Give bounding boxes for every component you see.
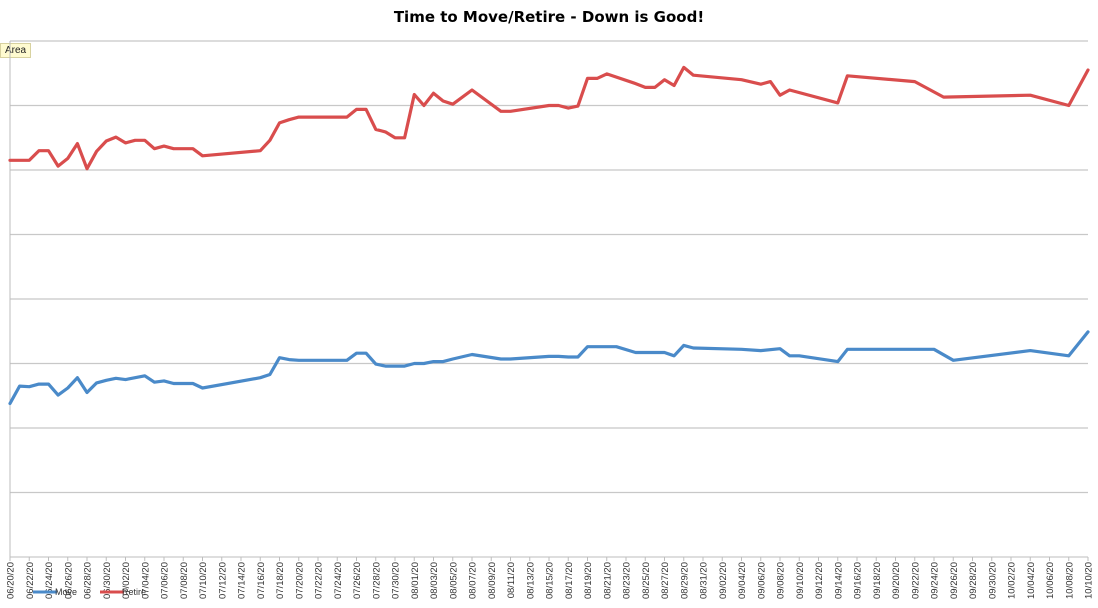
x-tick-label: 07/04/20 — [140, 562, 151, 599]
x-tick-label: 06/30/20 — [102, 562, 113, 599]
series-line-retire — [8, 65, 1090, 171]
x-tick-label: 06/24/20 — [44, 562, 55, 599]
x-tick-label: 08/27/20 — [660, 562, 671, 599]
x-tick-label: 07/22/20 — [314, 562, 325, 599]
x-tick-label: 06/20/20 — [6, 562, 17, 599]
x-tick-label: 10/06/20 — [1045, 562, 1056, 599]
x-tick-label: 08/31/20 — [699, 562, 710, 599]
x-tick-label: 07/30/20 — [391, 562, 402, 599]
x-tick-label: 07/26/20 — [352, 562, 363, 599]
x-tick-label: 09/18/20 — [872, 562, 883, 599]
series-line-move — [8, 330, 1090, 406]
x-tick-label: 09/22/20 — [910, 562, 921, 599]
x-tick-label: 07/18/20 — [275, 562, 286, 599]
x-tick-label: 08/01/20 — [410, 562, 421, 599]
x-tick-label: 09/12/20 — [814, 562, 825, 599]
x-tick-label: 06/22/20 — [25, 562, 36, 599]
x-tick-label: 10/04/20 — [1026, 562, 1037, 599]
series-lines — [8, 65, 1090, 406]
x-tick-label: 08/15/20 — [545, 562, 556, 599]
x-tick-label: 08/13/20 — [525, 562, 536, 599]
gridlines — [10, 40, 1088, 494]
x-tick-label: 09/28/20 — [968, 562, 979, 599]
x-tick-label: 09/04/20 — [737, 562, 748, 599]
x-tick-label: 08/23/20 — [622, 562, 633, 599]
x-tick-label: 08/19/20 — [583, 562, 594, 599]
x-tick-label: 08/11/20 — [506, 562, 517, 598]
chart-title: Time to Move/Retire - Down is Good! — [393, 8, 705, 26]
x-tick-label: 07/06/20 — [160, 562, 171, 599]
x-tick-label: 08/21/20 — [602, 562, 613, 599]
x-tick-label: 08/05/20 — [448, 562, 459, 599]
x-tick-label: 08/07/20 — [468, 562, 479, 599]
x-tick-label: 09/06/20 — [756, 562, 767, 599]
x-tick-label: 07/08/20 — [179, 562, 190, 599]
legend-label-move: Move — [55, 587, 77, 597]
x-tick-label: 07/14/20 — [237, 562, 248, 599]
x-tick-label: 09/20/20 — [891, 562, 902, 599]
x-tick-label: 08/03/20 — [429, 562, 440, 599]
x-tick-label: 08/29/20 — [679, 562, 690, 599]
x-tick-label: 07/16/20 — [256, 562, 267, 599]
x-tick-label: 09/30/20 — [987, 562, 998, 599]
x-tick-label: 07/10/20 — [198, 562, 209, 599]
x-tick-label: 10/08/20 — [1064, 562, 1075, 599]
x-tick-label: 09/14/20 — [833, 562, 844, 599]
x-tick-label: 09/08/20 — [776, 562, 787, 599]
x-tick-label: 09/24/20 — [930, 562, 941, 599]
x-tick-label: 07/28/20 — [371, 562, 382, 599]
x-tick-label: 07/12/20 — [217, 562, 228, 599]
x-tick-label: 08/25/20 — [641, 562, 652, 599]
x-tick-label: 10/10/20 — [1084, 562, 1095, 599]
x-tick-label: 09/02/20 — [718, 562, 729, 599]
x-tick-label: 06/26/20 — [63, 562, 74, 599]
x-tick-label: 09/10/20 — [795, 562, 806, 599]
x-tick-labels: 06/20/20 06/22/20 06/24/20 06/26/20 06/28/20… — [6, 557, 1095, 599]
legend: Move Retire — [33, 587, 146, 597]
x-tick-label: 07/24/20 — [333, 562, 344, 599]
x-tick-label: 10/02/20 — [1007, 562, 1018, 599]
x-tick-label: 08/09/20 — [487, 562, 498, 599]
x-tick-label: 08/17/20 — [564, 562, 575, 599]
x-tick-label: 06/28/20 — [83, 562, 94, 599]
x-tick-label: 09/26/20 — [949, 562, 960, 599]
x-tick-label: 07/20/20 — [294, 562, 305, 599]
area-field-button[interactable]: Area — [0, 43, 32, 58]
x-tick-label: 07/02/20 — [121, 562, 132, 599]
x-tick-label: 09/16/20 — [853, 562, 864, 599]
legend-label-retire: Retire — [122, 587, 146, 597]
